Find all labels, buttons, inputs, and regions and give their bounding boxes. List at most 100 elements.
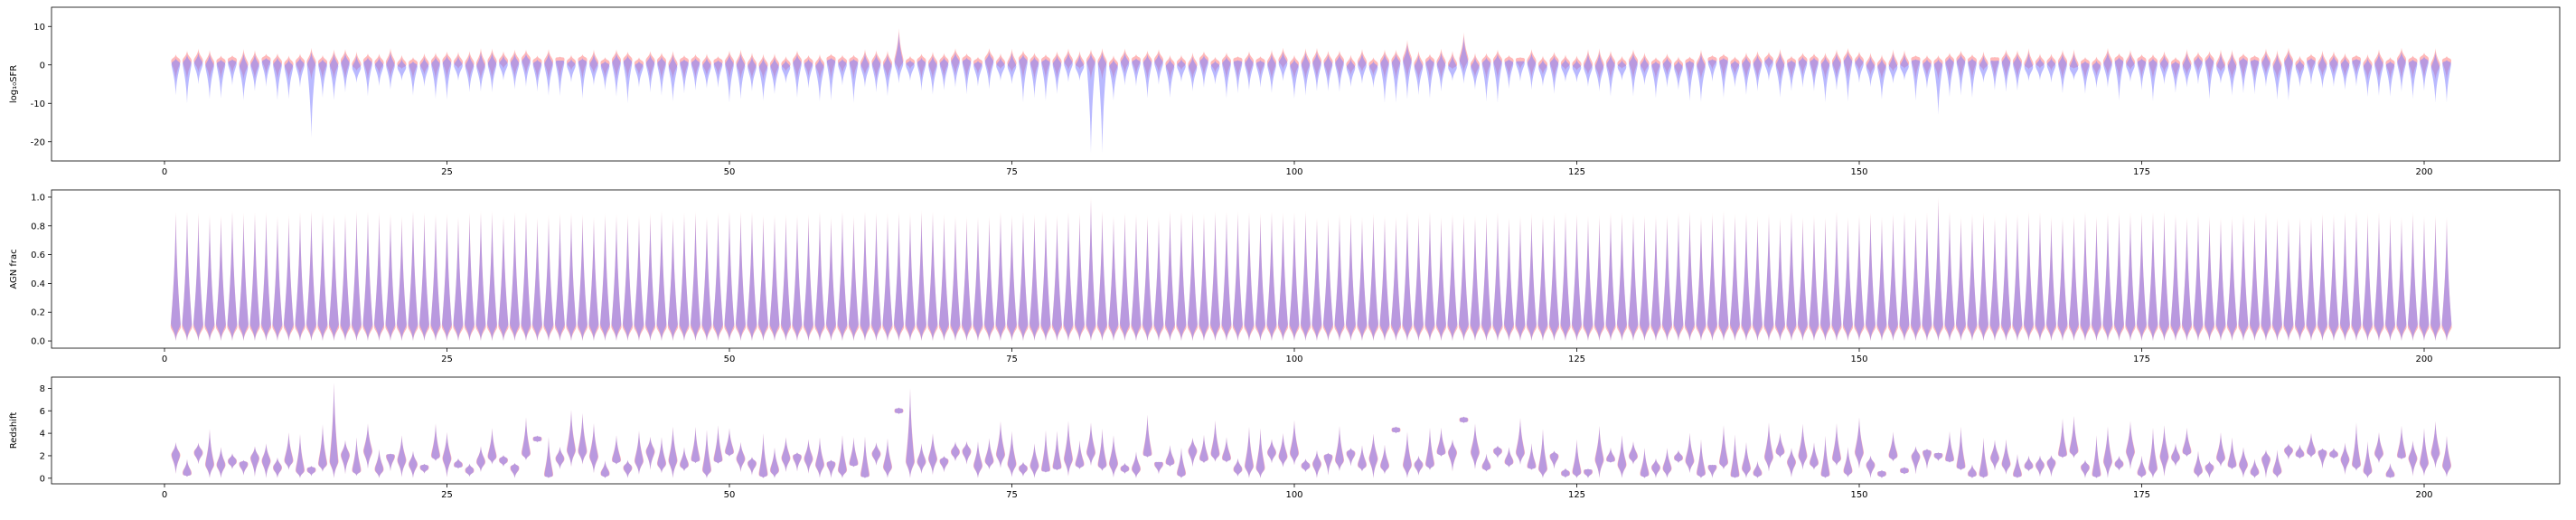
violin-series-b [2420, 56, 2429, 91]
violin-series-b [1312, 220, 1322, 342]
violin-series-b [193, 52, 203, 85]
violin-series-b [1233, 60, 1243, 94]
violin-series-b [340, 217, 351, 342]
violin-series-b [1222, 56, 1231, 99]
violin-series-b [2024, 213, 2034, 342]
violin-series-b [1516, 61, 1525, 82]
violin-series-b [2138, 455, 2146, 478]
violin-series-b [1561, 58, 1570, 82]
violin-series-b [1142, 218, 1152, 342]
violin-series-b [2328, 216, 2339, 342]
violin-series-b [635, 61, 644, 88]
violin-series-b [285, 432, 293, 470]
violin-series-b [239, 52, 249, 100]
violin-series-b [2374, 52, 2383, 97]
violin-series-b [1583, 219, 1594, 342]
violins [170, 196, 2452, 342]
violin-series-b [1889, 431, 1897, 462]
violin-series-b [1075, 54, 1085, 81]
violin-series-b [2442, 60, 2451, 103]
violin-series-b [1787, 59, 1796, 91]
violin-series-b [1866, 56, 1876, 88]
chart-panel-redshift: 0 25 50 75 100 125 150 175 200 0 2 4 6 8 Redshift [9, 376, 2561, 500]
violin-series-b [601, 460, 609, 478]
violin-series-b [1176, 214, 1187, 342]
violin-series-b [2306, 219, 2317, 342]
violin-series-b [1415, 455, 1423, 476]
violin-series-b [1528, 443, 1536, 470]
violin-series-b [2047, 455, 2055, 477]
violin-series-b [1651, 61, 1660, 99]
violin-series-b [1424, 213, 1435, 342]
violin-series-b [1188, 56, 1198, 91]
violin-series-b [2284, 443, 2293, 460]
violin-series-b [759, 433, 767, 478]
violin-series-b [228, 59, 237, 86]
violin-series-b [1742, 56, 1751, 96]
violin-series-b [1131, 216, 1142, 342]
violin-series-b [702, 57, 711, 89]
violin-series-b [2295, 59, 2305, 88]
violin-series-b [1459, 217, 1469, 342]
x-tick-label: 75 [1006, 355, 1018, 364]
violin-series-b [442, 216, 452, 342]
violin-series-b [1696, 219, 1706, 342]
y-tick-label: 4 [40, 430, 45, 440]
violin-series-b [171, 58, 181, 96]
violin-series-b [1775, 220, 1785, 342]
violin-series-b [928, 55, 937, 95]
y-tick-label: 0 [40, 474, 45, 484]
violin-series-b [1052, 218, 1062, 342]
violin-series-b [2340, 56, 2350, 90]
violin-series-b [2261, 449, 2270, 478]
violin-series-b [1877, 58, 1886, 100]
violin-series-b [1334, 216, 1345, 342]
violin-series-b [871, 53, 881, 93]
violin-series-b [1437, 427, 1445, 457]
violin-series-b [1245, 54, 1254, 90]
violin-series-b [1210, 61, 1220, 85]
violin-series-b [2430, 52, 2440, 103]
violin-series-b [2419, 219, 2430, 342]
violin-series-b [905, 216, 916, 342]
violin-series-b [656, 213, 667, 342]
violin-series-b [827, 459, 835, 478]
violin-series-b [329, 217, 339, 342]
violin-series-b [1730, 60, 1740, 88]
violin-series-b [973, 61, 982, 87]
violin-series-b [1776, 432, 1784, 459]
violin-series-b [928, 433, 937, 476]
violin-series-b [1222, 437, 1231, 463]
violin-series-b [860, 213, 870, 342]
axes-frame [51, 6, 2561, 162]
violin-series-b [1142, 54, 1152, 99]
violin-series-b [1301, 213, 1311, 342]
x-tick-label: 150 [1850, 490, 1867, 500]
violin-series-b [1007, 218, 1017, 342]
violin-series-b [2251, 459, 2259, 478]
x-tick-label: 175 [2133, 355, 2150, 364]
violin-series-b [2046, 57, 2056, 83]
y-tick-label: 0.8 [31, 222, 45, 232]
violin-series-b [635, 430, 644, 475]
violin-series-b [1369, 433, 1377, 478]
x-tick-label: 175 [2133, 490, 2150, 500]
violin-series-b [849, 58, 859, 103]
violin-series-b [2363, 58, 2373, 98]
violin-series-b [691, 58, 700, 91]
violin-series-b [1843, 220, 1853, 342]
violin-series-b [306, 213, 316, 342]
violin-series-b [1956, 54, 1966, 96]
y-axis-label: AGN frac [9, 249, 19, 288]
violin-series-b [1697, 52, 1706, 102]
y-tick-label: 1.0 [31, 193, 45, 203]
x-tick-label: 50 [724, 167, 736, 177]
violin-series-b [600, 61, 610, 90]
y-tick-label: 0.4 [31, 279, 45, 289]
violin-series-b [419, 57, 429, 87]
violin-series-b [1527, 216, 1537, 342]
violin-series-b [1685, 213, 1695, 342]
violin-series-b [2035, 214, 2045, 342]
violin-series-b [1820, 56, 1830, 103]
violin-series-b [296, 57, 305, 88]
